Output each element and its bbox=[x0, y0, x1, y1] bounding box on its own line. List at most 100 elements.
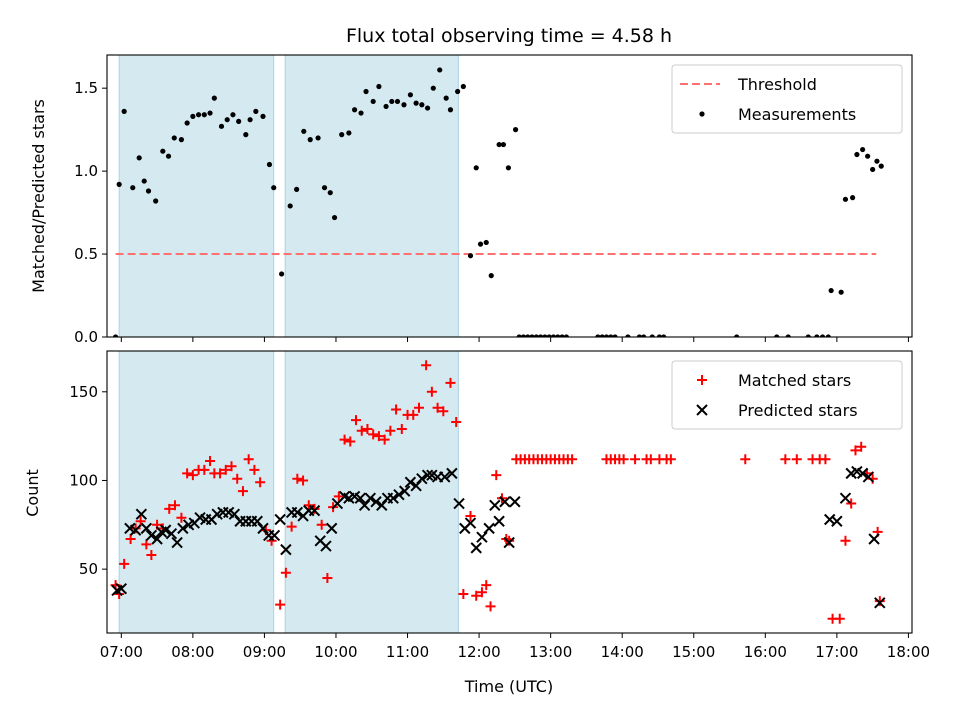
bottom-x-tick-label-9: 16:00 bbox=[744, 643, 787, 661]
bottom-x-tick-label-2: 09:00 bbox=[243, 643, 286, 661]
matched-stars-point-4 bbox=[130, 523, 141, 534]
matched-stars-point-100 bbox=[820, 454, 831, 465]
predicted-stars-point-46 bbox=[370, 496, 382, 508]
measurements-point-70 bbox=[529, 334, 535, 337]
predicted-stars-point-73 bbox=[839, 492, 852, 504]
measurements-point-59 bbox=[473, 165, 479, 171]
measurements-point-100 bbox=[850, 195, 856, 201]
measurements-point-54 bbox=[443, 95, 449, 101]
top-y-tick-label-0: 0.0 bbox=[74, 328, 98, 346]
top-legend-box bbox=[671, 64, 903, 134]
predicted-stars-point-60 bbox=[453, 497, 465, 510]
matched-stars-point-33 bbox=[298, 475, 309, 486]
predicted-stars-point-69 bbox=[503, 536, 515, 549]
measurements-point-6 bbox=[145, 188, 152, 194]
predicted-stars-point-54 bbox=[416, 472, 428, 485]
predicted-stars-point-62 bbox=[464, 517, 477, 529]
measurements-point-85 bbox=[636, 334, 642, 337]
matched-stars-point-54 bbox=[421, 360, 432, 371]
matched-stars-point-58 bbox=[445, 377, 456, 388]
matched-stars-point-69 bbox=[504, 535, 515, 546]
bottom-axes-frame bbox=[106, 350, 913, 634]
top-y-tick-label-3: 1.5 bbox=[74, 79, 98, 97]
matched-stars-point-102 bbox=[834, 613, 845, 624]
matched-stars-point-41 bbox=[345, 436, 356, 447]
measurements-point-61 bbox=[483, 239, 489, 246]
measurements-point-21 bbox=[236, 118, 242, 124]
matched-stars-point-52 bbox=[408, 409, 419, 420]
predicted-stars-point-59 bbox=[446, 467, 458, 480]
measurements-point-4 bbox=[136, 155, 142, 161]
predicted-stars-point-66 bbox=[489, 499, 501, 512]
measurements-point-16 bbox=[207, 110, 213, 116]
predicted-stars-point-52 bbox=[404, 476, 417, 488]
matched-stars-point-89 bbox=[630, 454, 641, 465]
predicted-stars-point-78 bbox=[868, 533, 880, 545]
predicted-stars-point-68 bbox=[499, 496, 511, 508]
predicted-stars-point-63 bbox=[470, 542, 482, 554]
predicted-stars-point-3 bbox=[129, 524, 142, 536]
matched-stars-point-62 bbox=[471, 590, 482, 601]
predicted-stars-point-10 bbox=[165, 527, 178, 540]
measurements-point-35 bbox=[327, 190, 333, 196]
matched-stars-point-37 bbox=[322, 573, 333, 584]
bottom-shaded-interval-0 bbox=[118, 351, 275, 633]
matched-stars-point-83 bbox=[567, 454, 578, 465]
legend-measurements-swatch bbox=[699, 111, 705, 117]
matched-stars-point-30 bbox=[280, 567, 291, 578]
legend-matched-stars-swatch bbox=[697, 375, 707, 385]
measurements-point-3 bbox=[130, 185, 136, 191]
matched-stars-point-29 bbox=[275, 599, 286, 610]
matched-stars-point-88 bbox=[618, 454, 629, 465]
measurements-point-31 bbox=[301, 128, 307, 134]
measurements-point-40 bbox=[358, 110, 364, 116]
predicted-stars-point-28 bbox=[268, 529, 281, 542]
matched-stars-point-2 bbox=[119, 558, 130, 569]
matched-stars-point-49 bbox=[391, 404, 402, 415]
predicted-stars-point-32 bbox=[291, 506, 304, 519]
measurements-point-47 bbox=[401, 102, 407, 108]
matched-stars-point-43 bbox=[356, 425, 367, 436]
matched-stars-point-47 bbox=[379, 434, 390, 445]
predicted-stars-point-64 bbox=[476, 531, 488, 543]
matched-stars-point-106 bbox=[856, 441, 867, 452]
measurements-point-29 bbox=[287, 203, 293, 209]
measurements-point-46 bbox=[394, 98, 401, 105]
matched-stars-point-44 bbox=[362, 424, 373, 435]
matched-stars-point-103 bbox=[840, 535, 851, 546]
matched-stars-point-6 bbox=[141, 539, 152, 550]
predicted-stars-point-7 bbox=[151, 533, 163, 545]
measurements-point-89 bbox=[661, 334, 667, 337]
measurements-point-90 bbox=[734, 334, 740, 337]
measurements-point-38 bbox=[346, 130, 352, 136]
matched-stars-point-24 bbox=[243, 454, 254, 465]
measurements-point-50 bbox=[419, 102, 425, 108]
predicted-stars-point-45 bbox=[364, 492, 377, 504]
predicted-stars-point-72 bbox=[831, 515, 843, 527]
measurements-point-36 bbox=[331, 214, 338, 221]
predicted-stars-point-65 bbox=[483, 522, 495, 535]
measurements-point-18 bbox=[218, 123, 225, 129]
measurements-point-1 bbox=[116, 181, 122, 187]
bottom-x-tick-label-10: 17:00 bbox=[815, 643, 858, 661]
measurements-point-91 bbox=[774, 334, 780, 337]
measurements-point-13 bbox=[190, 113, 196, 119]
top-plot-area bbox=[112, 55, 884, 337]
measurements-point-24 bbox=[253, 108, 259, 114]
matched-stars-point-56 bbox=[432, 402, 443, 413]
legend-threshold-label: Threshold bbox=[737, 75, 817, 94]
bottom-x-tick-label-6: 13:00 bbox=[529, 643, 572, 661]
measurements-point-52 bbox=[430, 85, 436, 91]
bottom-y-axis-label: Count bbox=[23, 469, 42, 517]
matched-stars-point-96 bbox=[780, 454, 791, 465]
predicted-stars-point-51 bbox=[398, 485, 411, 497]
top-shaded-interval-1 bbox=[284, 55, 459, 337]
matched-stars-point-31 bbox=[286, 521, 297, 532]
matched-stars-point-25 bbox=[249, 464, 260, 475]
measurements-point-73 bbox=[542, 334, 548, 337]
matched-stars-point-40 bbox=[339, 434, 350, 445]
top-legend: Threshold Measurements bbox=[671, 64, 903, 134]
measurements-point-32 bbox=[307, 137, 313, 143]
matched-stars-point-7 bbox=[146, 549, 157, 560]
